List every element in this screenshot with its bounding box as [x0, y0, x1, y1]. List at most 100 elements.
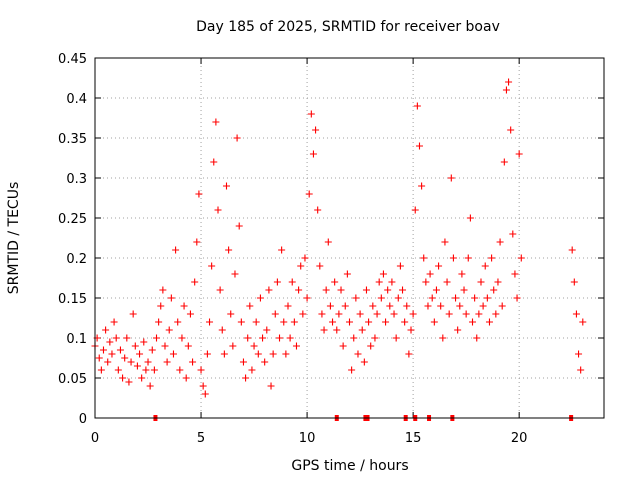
data-points — [91, 78, 587, 398]
data-point — [365, 318, 373, 326]
data-point — [358, 326, 366, 334]
data-point — [246, 302, 254, 310]
y-tick-label: 0.3 — [66, 172, 87, 187]
data-point — [466, 214, 474, 222]
y-tick-label: 0 — [79, 412, 87, 427]
data-point — [286, 334, 294, 342]
data-point — [172, 246, 180, 254]
data-point — [411, 206, 419, 214]
data-point — [155, 318, 163, 326]
data-point — [490, 286, 498, 294]
data-point — [577, 366, 585, 374]
data-point — [167, 294, 175, 302]
data-point — [301, 254, 309, 262]
data-point — [180, 302, 188, 310]
data-point — [443, 278, 451, 286]
data-point — [261, 358, 269, 366]
data-point — [460, 286, 468, 294]
y-axis-label: SRMTID / TECUs — [6, 182, 22, 295]
data-point — [97, 366, 105, 374]
data-point — [485, 318, 493, 326]
data-point — [322, 286, 330, 294]
data-point — [415, 142, 423, 150]
y-tick-label: 0.25 — [58, 212, 87, 227]
data-point — [161, 342, 169, 350]
y-tick-label: 0.2 — [66, 252, 87, 267]
data-point — [517, 254, 525, 262]
data-point — [384, 286, 392, 294]
data-point — [350, 334, 358, 342]
data-point — [407, 326, 415, 334]
data-point — [360, 358, 368, 366]
data-point — [212, 118, 220, 126]
data-point — [195, 190, 203, 198]
data-point — [373, 310, 381, 318]
data-point — [169, 350, 177, 358]
data-point — [341, 302, 349, 310]
data-point — [303, 294, 311, 302]
data-point — [513, 294, 521, 302]
data-point — [382, 318, 390, 326]
data-point — [165, 326, 173, 334]
data-point — [225, 246, 233, 254]
data-point — [435, 262, 443, 270]
data-point — [447, 174, 455, 182]
data-point — [131, 342, 139, 350]
data-point — [318, 310, 326, 318]
data-point — [144, 358, 152, 366]
data-point — [146, 382, 154, 390]
data-point — [405, 350, 413, 358]
data-point — [116, 346, 124, 354]
data-point — [464, 254, 472, 262]
data-point — [307, 110, 315, 118]
data-point — [505, 78, 513, 86]
data-point — [426, 270, 434, 278]
data-point — [299, 310, 307, 318]
data-point — [388, 278, 396, 286]
data-point — [231, 270, 239, 278]
data-point — [163, 358, 171, 366]
y-tick-label: 0.15 — [58, 292, 87, 307]
data-point — [422, 278, 430, 286]
data-point — [572, 310, 580, 318]
data-point — [362, 286, 370, 294]
data-point — [377, 294, 385, 302]
data-point — [276, 334, 284, 342]
data-point — [309, 150, 317, 158]
data-point — [174, 318, 182, 326]
data-point — [136, 350, 144, 358]
data-point — [367, 342, 375, 350]
data-point — [570, 278, 578, 286]
data-point — [295, 286, 303, 294]
data-point — [479, 302, 487, 310]
x-axis-ticks: 0 5 10 15 20 — [91, 58, 527, 446]
data-point — [203, 350, 211, 358]
grid — [95, 58, 604, 418]
data-point — [509, 230, 517, 238]
data-point — [428, 294, 436, 302]
data-point — [471, 294, 479, 302]
data-point — [375, 278, 383, 286]
data-point — [320, 326, 328, 334]
data-point — [280, 318, 288, 326]
y-tick-label: 0.05 — [58, 372, 87, 387]
data-point — [110, 318, 118, 326]
data-point — [265, 286, 273, 294]
data-point — [515, 150, 523, 158]
data-point — [108, 350, 116, 358]
data-point — [454, 326, 462, 334]
data-point — [182, 374, 190, 382]
data-point — [371, 334, 379, 342]
data-point — [197, 366, 205, 374]
data-point — [409, 310, 417, 318]
data-point — [95, 354, 103, 362]
data-point — [343, 270, 351, 278]
data-point — [138, 374, 146, 382]
data-point — [142, 366, 150, 374]
chart-title: Day 185 of 2025, SRMTID for receiver boa… — [196, 19, 500, 35]
data-point — [129, 310, 137, 318]
data-point — [403, 302, 411, 310]
data-point — [305, 190, 313, 198]
data-point — [133, 362, 141, 370]
data-point — [176, 366, 184, 374]
